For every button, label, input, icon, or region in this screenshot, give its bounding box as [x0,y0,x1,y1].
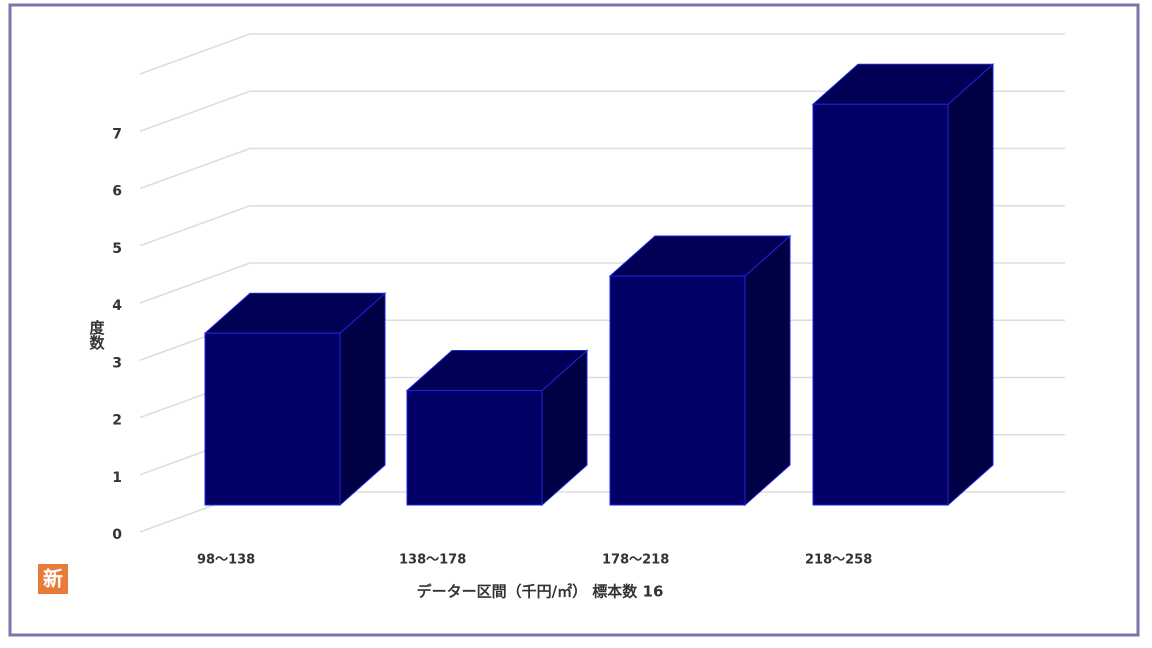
bar-side [744,234,791,507]
y-tick-label: 0 [112,527,122,543]
badge-bg [38,564,68,594]
x-tick-label: 218～258 [805,553,872,568]
bar [812,103,949,506]
bar [406,390,543,506]
x-tick-label: 138～178 [399,553,466,568]
grid-line [139,33,251,75]
y-tick-label: 5 [112,241,122,257]
y-tick-label: 7 [112,126,122,142]
grid-line [139,262,251,304]
y-tick-label: 2 [112,413,122,429]
y-axis-label: 度数 [88,319,106,351]
y-tick-label: 6 [112,184,122,200]
y-tick-label: 3 [112,355,122,371]
grid-line [139,205,251,247]
bar [204,332,341,506]
x-tick-label: 178～218 [602,553,669,568]
grid-line [139,147,251,190]
y-tick-label: 4 [112,298,122,314]
bar [609,275,746,506]
x-tick-label: 98～138 [197,553,255,568]
y-tick-label: 1 [112,470,122,486]
grid-line [139,90,251,132]
badge: 新 [43,567,63,591]
x-axis-label: データー区間（千円/㎡） 標本数 16 [417,583,664,601]
bar-side [947,63,994,507]
